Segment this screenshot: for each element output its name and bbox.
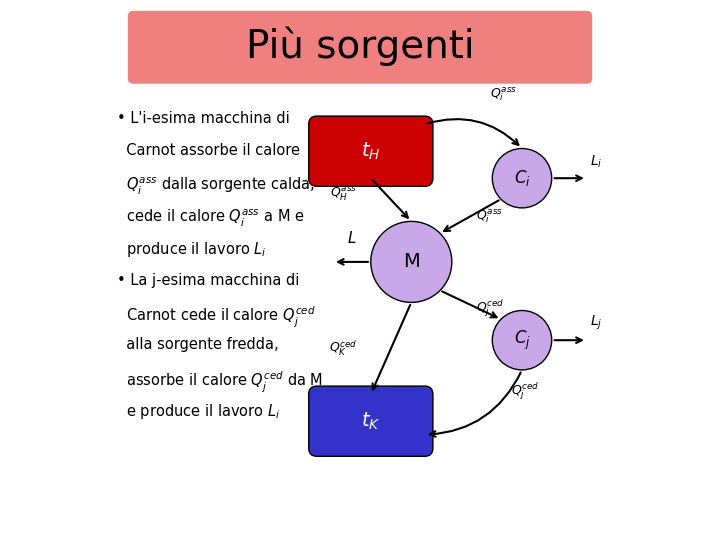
Text: $Q_i^{ass}$ dalla sorgente calda,: $Q_i^{ass}$ dalla sorgente calda, [117,176,315,197]
Text: assorbe il calore $Q_j^{ced}$ da M: assorbe il calore $Q_j^{ced}$ da M [117,370,323,395]
FancyBboxPatch shape [128,11,593,84]
Text: $C_i$: $C_i$ [513,168,531,188]
Text: $t_H$: $t_H$ [361,140,381,162]
Text: $L$: $L$ [347,230,356,246]
Text: $Q_i^{ass}$: $Q_i^{ass}$ [476,207,503,225]
Text: $Q_j^{ced}$: $Q_j^{ced}$ [476,297,505,319]
Text: $L_j$: $L_j$ [590,314,602,332]
Text: Più sorgenti: Più sorgenti [246,26,474,66]
Text: $C_j$: $C_j$ [513,329,531,352]
Text: $Q_H^{ass}$: $Q_H^{ass}$ [330,186,357,203]
FancyBboxPatch shape [309,386,433,456]
Text: $Q_i^{ass}$: $Q_i^{ass}$ [490,85,516,103]
Text: cede il calore $Q_i^{ass}$ a M e: cede il calore $Q_i^{ass}$ a M e [117,208,305,229]
Text: Carnot cede il calore $Q_j^{ced}$: Carnot cede il calore $Q_j^{ced}$ [117,305,315,330]
Text: $t_K$: $t_K$ [361,410,381,432]
Text: $L_i$: $L_i$ [590,154,602,170]
Text: • L'i-esima macchina di: • L'i-esima macchina di [117,111,289,126]
Text: produce il lavoro $L_i$: produce il lavoro $L_i$ [117,240,266,259]
Text: Carnot assorbe il calore: Carnot assorbe il calore [117,143,300,158]
FancyBboxPatch shape [309,116,433,186]
Text: $Q_K^{ced}$: $Q_K^{ced}$ [329,339,357,358]
Circle shape [492,310,552,370]
Text: e produce il lavoro $L_i$: e produce il lavoro $L_i$ [117,402,280,421]
Text: alla sorgente fredda,: alla sorgente fredda, [117,338,279,353]
Circle shape [371,221,452,302]
Text: M: M [403,252,420,272]
Circle shape [492,148,552,208]
Text: $Q_j^{ced}$: $Q_j^{ced}$ [511,381,540,402]
Text: • La j-esima macchina di: • La j-esima macchina di [117,273,300,288]
